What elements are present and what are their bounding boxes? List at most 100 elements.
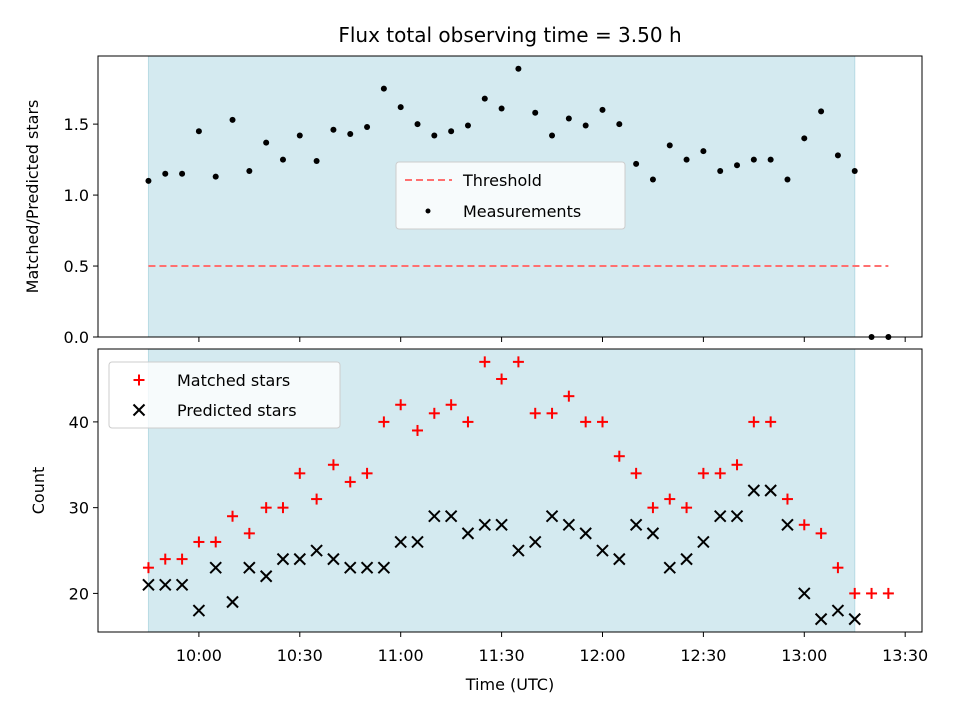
predicted-point	[831, 604, 845, 617]
top-y-tick-label: 1.5	[64, 115, 89, 134]
predicted-point	[259, 570, 273, 583]
predicted-point	[428, 510, 441, 523]
marker-stroke	[814, 612, 828, 626]
measurement-point	[364, 123, 371, 130]
x-axis-label: Time (UTC)	[465, 675, 554, 694]
predicted-point	[781, 518, 794, 532]
bottom-y-axis-label: Count	[29, 467, 48, 515]
matched-point	[849, 587, 861, 599]
matched-point	[731, 459, 743, 471]
matched-point	[344, 476, 356, 488]
predicted-point	[192, 604, 206, 617]
matched-point	[361, 467, 373, 479]
predicted-point	[209, 561, 222, 574]
matched-point	[832, 562, 844, 574]
top-y-tick-label: 0.0	[64, 328, 89, 347]
matched-point	[243, 527, 255, 539]
bottom-axes-frame	[97, 348, 923, 633]
measurement-point	[700, 148, 707, 155]
matched-point	[193, 536, 205, 548]
predicted-point	[411, 535, 424, 549]
top-legend-box	[395, 161, 626, 230]
chart-title: Flux total observing time = 3.50 h	[338, 23, 681, 47]
top-y-axis-label: Matched/Predicted stars	[23, 100, 42, 294]
predicted-point	[175, 578, 189, 592]
marker-stroke	[478, 518, 491, 532]
matched-point	[630, 467, 642, 479]
matched-point	[210, 536, 222, 548]
measurement-point	[784, 176, 791, 183]
measurement-point	[549, 132, 556, 139]
marker-stroke	[579, 527, 592, 540]
marker-stroke	[377, 561, 391, 574]
predicted-point	[798, 587, 811, 600]
measurement-point	[750, 156, 757, 163]
predicted-point	[344, 561, 357, 574]
predicted-legend-label: Predicted stars	[177, 401, 297, 420]
predicted-point	[545, 510, 559, 523]
marker-stroke	[613, 552, 626, 566]
predicted-point	[394, 535, 407, 549]
matched-point	[748, 416, 760, 428]
marker-stroke	[545, 510, 559, 523]
matched-point	[580, 416, 592, 428]
matched-point	[327, 459, 339, 471]
matched-point	[882, 587, 894, 599]
measurement-point	[397, 104, 404, 111]
predicted-point	[613, 552, 626, 566]
predicted-point	[226, 595, 239, 609]
measurements-legend-label: Measurements	[463, 202, 581, 221]
measurement-point	[515, 65, 522, 72]
measurement-point	[263, 139, 270, 146]
marker-stroke	[327, 552, 340, 566]
marker-stroke	[680, 552, 693, 566]
predicted-point	[663, 561, 676, 574]
marker-stroke	[798, 587, 811, 600]
x-tick-label: 13:30	[882, 646, 928, 665]
top-y-tick-label: 0.5	[64, 257, 89, 276]
predicted-point	[293, 552, 307, 566]
measurement-point	[380, 85, 387, 92]
predicted-point	[276, 552, 290, 566]
matched-point	[681, 502, 693, 514]
matched-point	[277, 502, 289, 514]
marker-stroke	[175, 578, 189, 592]
measurement-point	[801, 135, 808, 142]
matched-point	[714, 467, 726, 479]
measurement-point	[734, 162, 741, 169]
measurement-point	[162, 170, 169, 177]
marker-stroke	[226, 595, 239, 609]
matched-point	[412, 424, 424, 436]
matched-point	[378, 416, 390, 428]
matched-point	[866, 587, 878, 599]
marker-stroke	[629, 518, 643, 532]
marker-stroke	[461, 527, 475, 540]
measurement-point	[498, 105, 505, 112]
measurement-point	[834, 152, 841, 159]
marker-stroke	[360, 561, 374, 574]
predicted-point	[848, 612, 861, 626]
top-series	[145, 65, 892, 340]
matched-point	[395, 399, 407, 411]
matched-point	[496, 373, 508, 385]
measurement-point	[532, 109, 539, 116]
bottom-legend: Matched stars Predicted stars	[108, 361, 341, 429]
matched-point	[294, 467, 306, 479]
marker-stroke	[276, 552, 290, 566]
marker-stroke	[142, 578, 155, 592]
x-tick-label: 12:00	[579, 646, 625, 665]
predicted-point	[360, 561, 374, 574]
marker-stroke	[848, 612, 861, 626]
top-axis-ticks: 0.0 0.5 1.0 1.5	[64, 115, 906, 347]
predicted-point	[495, 518, 508, 532]
marker-stroke	[781, 518, 794, 532]
matched-point	[647, 502, 659, 514]
measurement-point	[448, 128, 455, 135]
top-legend: Threshold Measurements	[395, 161, 626, 230]
marker-stroke	[192, 604, 206, 617]
matched-point	[798, 519, 810, 531]
predicted-point	[697, 535, 710, 549]
measurement-point	[582, 122, 589, 129]
predicted-point	[713, 510, 727, 523]
